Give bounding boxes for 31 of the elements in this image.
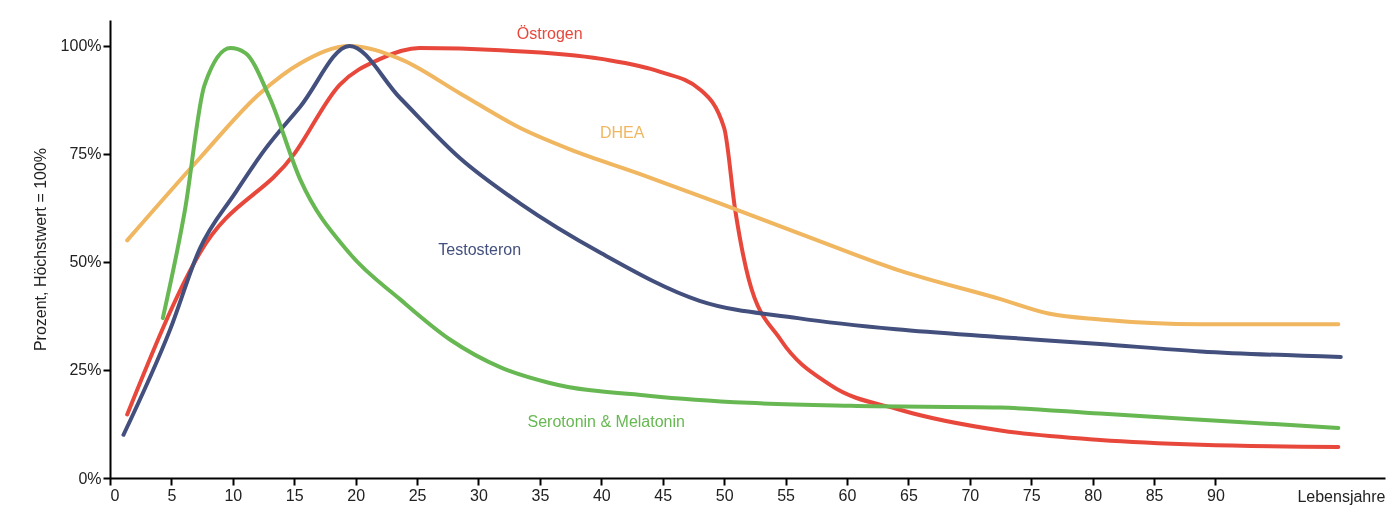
x-tick-label: 40 [592, 486, 611, 504]
x-tick-label: 25 [408, 486, 427, 504]
x-tick-label: 45 [654, 486, 673, 504]
line-series [125, 43, 1341, 327]
x-tick-label: 60 [838, 486, 857, 504]
x-tick-label: 65 [900, 486, 918, 504]
y-axis-title: Prozent, Höchstwert = 100% [31, 147, 49, 352]
x-tick-label: 55 [777, 486, 796, 504]
x-tick-label: 10 [224, 486, 243, 504]
x-tick-label: 0 [110, 486, 120, 504]
series-label: DHEA [599, 124, 645, 142]
y-tick-label: 25% [69, 361, 102, 379]
y-tick-label: 50% [69, 253, 102, 271]
x-tick-label: 90 [1207, 486, 1225, 504]
x-tick-label: 85 [1145, 486, 1164, 504]
x-tick-label: 80 [1084, 486, 1103, 504]
series-label: Östrogen [516, 24, 583, 42]
x-tick-label: 50 [715, 486, 734, 504]
series-label: Serotonin & Melatonin [527, 412, 685, 430]
y-tick-label: 100% [60, 37, 102, 55]
x-tick-label: 20 [347, 486, 366, 504]
x-axis-title: Lebensjahre [1297, 487, 1386, 505]
y-tick-label: 0% [78, 469, 102, 487]
x-tick-label: 5 [167, 486, 177, 504]
series-label: Testosteron [438, 240, 522, 258]
y-tick-label: 75% [69, 145, 102, 163]
x-tick-label: 75 [1022, 486, 1041, 504]
x-tick-label: 15 [285, 486, 304, 504]
x-tick-label: 35 [531, 486, 550, 504]
x-tick-label: 30 [470, 486, 488, 504]
x-tick-label: 70 [961, 486, 980, 504]
